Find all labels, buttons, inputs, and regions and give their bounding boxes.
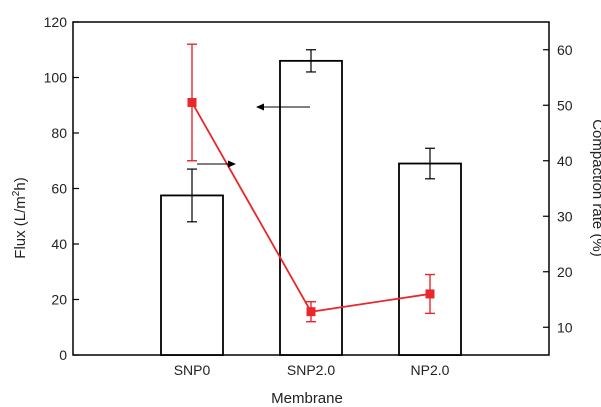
left-axis-tick-label: 120 <box>44 14 68 30</box>
left-axis-title-tail: h) <box>12 177 29 190</box>
flux-bar <box>160 194 224 356</box>
right-arrow-head <box>228 160 236 168</box>
compaction-marker <box>187 97 197 107</box>
x-axis-tick-label: NP2.0 <box>411 362 450 378</box>
left-arrow-head <box>256 103 264 111</box>
right-axis-tick-label: 40 <box>557 153 573 169</box>
right-axis-tick-label: 60 <box>557 42 573 58</box>
left-axis-tick-label: 80 <box>51 125 67 141</box>
left-axis-tick-label: 40 <box>51 236 67 252</box>
right-axis-tick-label: 30 <box>557 208 573 224</box>
left-axis-tick-label: 0 <box>59 347 67 363</box>
right-axis-tick-label: 20 <box>557 264 573 280</box>
left-axis-tick-label: 100 <box>44 70 68 86</box>
x-axis-tick-label: SNP0 <box>174 362 211 378</box>
x-axis-tick-label: SNP2.0 <box>287 362 335 378</box>
compaction-marker <box>306 307 316 317</box>
right-axis-tick-label: 10 <box>557 319 573 335</box>
left-axis-tick-label: 20 <box>51 292 67 308</box>
flux-bar <box>398 162 462 356</box>
compaction-marker <box>425 289 435 299</box>
left-axis-title-main: Flux (L/m <box>12 196 29 259</box>
right-axis-title: Compaction rate (%) <box>589 119 601 257</box>
right-axis-tick-label: 50 <box>557 97 573 113</box>
left-axis-title-sup: 2 <box>11 190 22 196</box>
left-axis-title: Flux (L/m2h) <box>11 177 29 258</box>
left-axis-tick-label: 60 <box>51 181 67 197</box>
x-axis-title: Membrane <box>271 390 343 407</box>
